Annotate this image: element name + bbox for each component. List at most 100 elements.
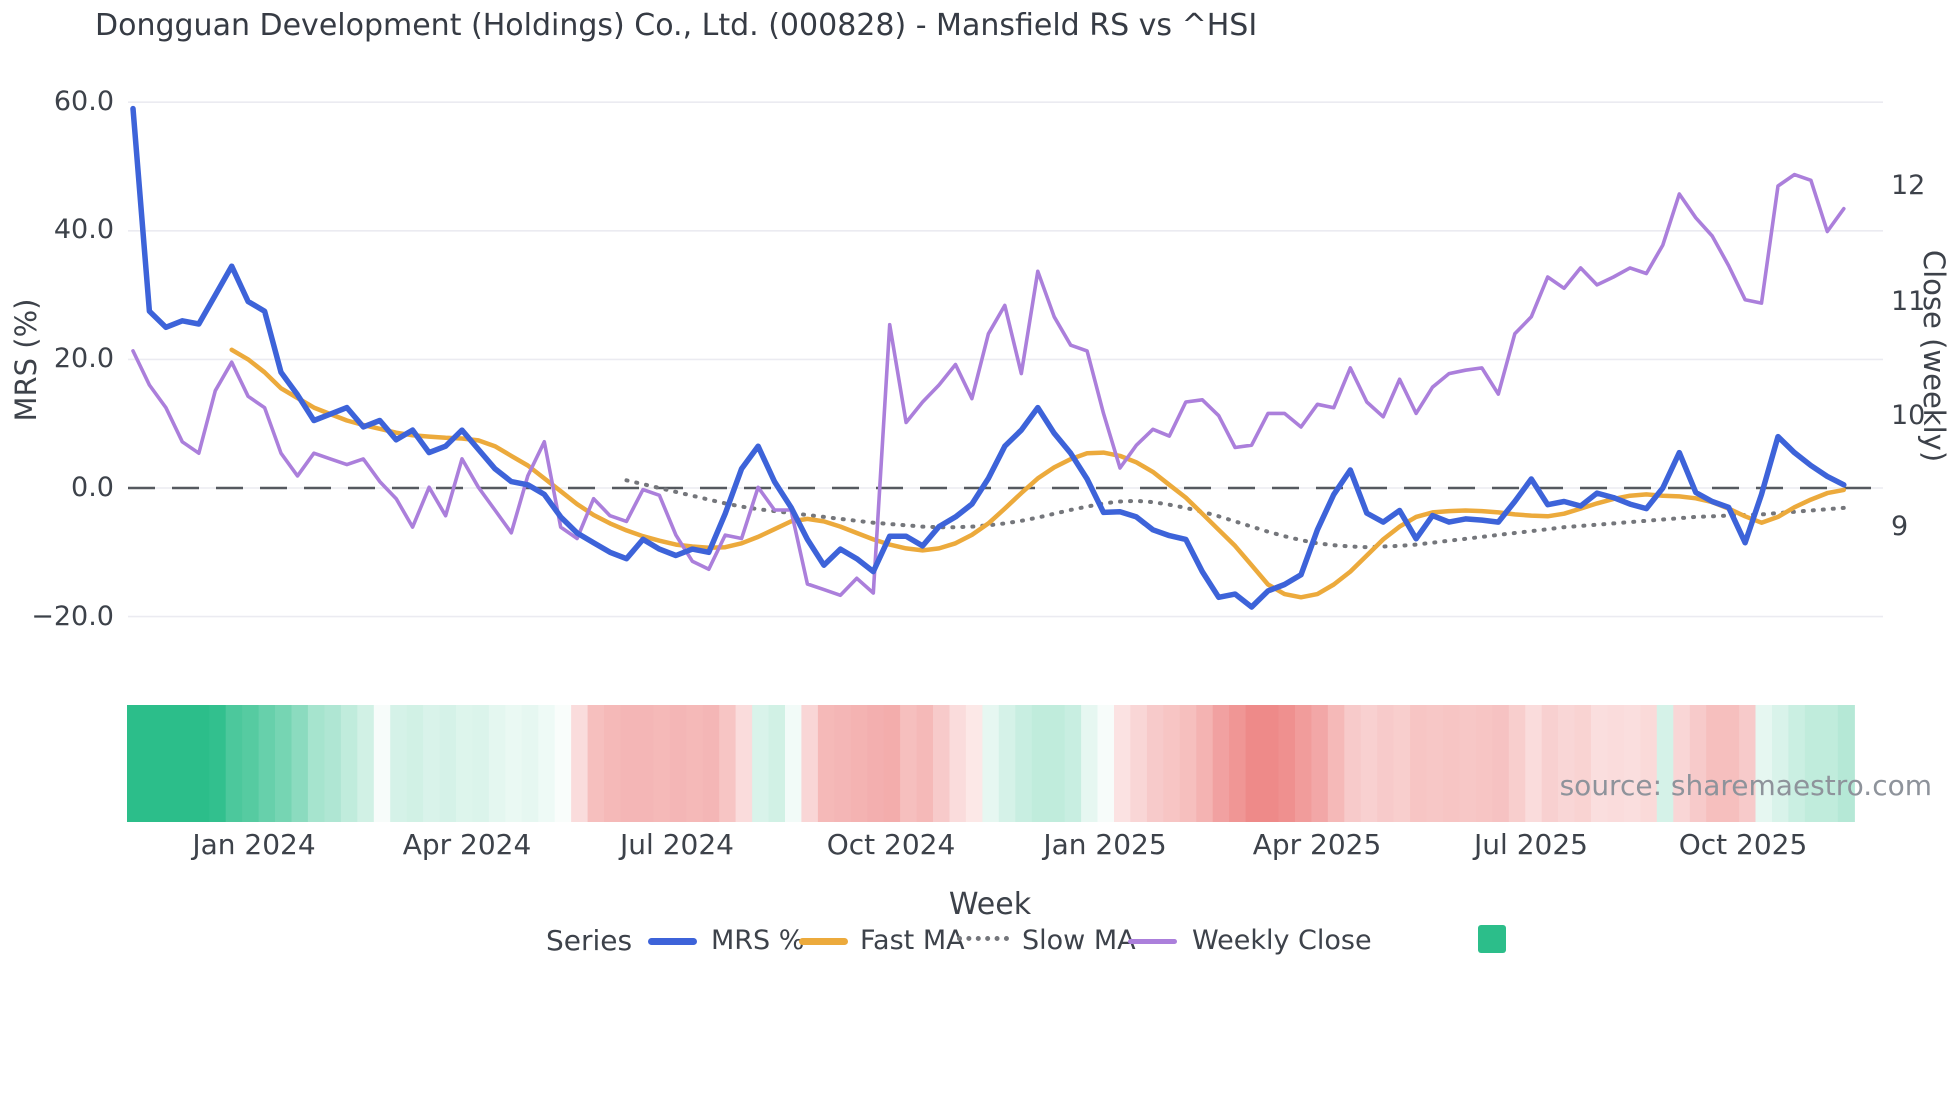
heatmap-cell (1837, 705, 1855, 822)
heatmap-cell (373, 705, 391, 822)
heatmap-cell (554, 705, 572, 822)
x-tick-jan-2024: Jan 2024 (192, 828, 316, 861)
left-tick-neg20: −20.0 (31, 601, 114, 632)
heatmap-cell (456, 705, 474, 822)
heatmap-cell (258, 705, 276, 822)
heatmap-cell (719, 705, 737, 822)
heatmap-cell (1689, 705, 1707, 822)
heatmap-cell (275, 705, 293, 822)
heatmap-cell (1410, 705, 1428, 822)
heatmap-cell (1048, 705, 1066, 822)
legend-title: Series (546, 924, 633, 957)
legend-swatch-weekly-close-line (1128, 939, 1177, 944)
heatmap-cell (949, 705, 967, 822)
heatmap-cell (653, 705, 671, 822)
heatmap-cell (1015, 705, 1033, 822)
right-tick-11: 11 (1891, 286, 1926, 317)
left-tick-60: 60.0 (53, 86, 114, 117)
heatmap-cell (423, 705, 441, 822)
heatmap-cell (1327, 705, 1345, 822)
heatmap-cell (916, 705, 934, 822)
left-axis-title: MRS (%) (9, 298, 43, 422)
right-tick-10: 10 (1891, 400, 1926, 431)
heatmap-cell (587, 705, 605, 822)
heatmap-cell (1475, 705, 1493, 822)
x-tick-apr-2025: Apr 2025 (1252, 828, 1382, 861)
heatmap-cell (1525, 705, 1543, 822)
heatmap-cell (1591, 705, 1609, 822)
heatmap-cell (1755, 705, 1773, 822)
heatmap-cell (472, 705, 490, 822)
heatmap-cell (1788, 705, 1806, 822)
heatmap-cell (1278, 705, 1296, 822)
heatmap-cell (488, 705, 506, 822)
heatmap-cell (752, 705, 770, 822)
heatmap-cell (209, 705, 227, 822)
right-tick-12: 12 (1891, 170, 1926, 201)
source-watermark: source: sharemaestro.com (1559, 769, 1932, 802)
heatmap-cell (965, 705, 983, 822)
right-axis-title: Close (weekly) (1917, 249, 1951, 463)
series-line-weekly-close (131, 172, 1846, 598)
x-tick-oct-2024: Oct 2024 (826, 828, 956, 861)
heatmap-cell (998, 705, 1016, 822)
heatmap-cell (620, 705, 638, 822)
heatmap-cell (867, 705, 885, 822)
heatmap-cell (785, 705, 803, 822)
chart-title: Dongguan Development (Holdings) Co., Ltd… (95, 8, 1258, 43)
heatmap-cell (225, 705, 243, 822)
heatmap-cell (1196, 705, 1214, 822)
series-line-mrs (130, 105, 1847, 610)
heatmap-cell (1772, 705, 1790, 822)
heatmap-cell (883, 705, 901, 822)
heatmap-cell (176, 705, 194, 822)
heatmap-cell (1656, 705, 1674, 822)
x-axis-title: Week (948, 887, 1032, 922)
heatmap-cell (1031, 705, 1049, 822)
heatmap-cell (291, 705, 309, 822)
heatmap-cell (1344, 705, 1362, 822)
heatmap-cell (1179, 705, 1197, 822)
x-tick-jan-2025: Jan 2025 (1043, 828, 1167, 861)
heatmap-cell (1163, 705, 1181, 822)
heatmap-cell (1706, 705, 1724, 822)
heatmap-cell (1640, 705, 1658, 822)
heatmap-cell (1804, 705, 1822, 822)
heatmap-cell (406, 705, 424, 822)
heatmap-cell (669, 705, 687, 822)
legend-swatch-fast-ma-line (799, 938, 848, 945)
heatmap-cell (1212, 705, 1230, 822)
heatmap-cell (505, 705, 523, 822)
heatmap-cell (390, 705, 408, 822)
heatmap-cell (357, 705, 375, 822)
heatmap-cell (1459, 705, 1477, 822)
x-tick-oct-2025: Oct 2025 (1678, 828, 1808, 861)
heatmap-cell (1558, 705, 1576, 822)
heatmap-cell (702, 705, 720, 822)
heatmap-cell (521, 705, 539, 822)
heatmap-cell (1426, 705, 1444, 822)
x-tick-apr-2024: Apr 2024 (402, 828, 532, 861)
heatmap-cell (242, 705, 260, 822)
legend-swatch-mrs-line (648, 938, 697, 945)
x-tick-jul-2024: Jul 2024 (620, 828, 734, 861)
heatmap-cell (538, 705, 556, 822)
left-tick-0: 0.0 (71, 472, 114, 503)
series-line-fast-ma (229, 347, 1847, 600)
heatmap-cell (1739, 705, 1757, 822)
heatmap-cell (1393, 705, 1411, 822)
heatmap-cell (1624, 705, 1642, 822)
heatmap-cell (686, 705, 704, 822)
x-tick-jul-2025: Jul 2025 (1474, 828, 1588, 861)
heatmap-cell (982, 705, 1000, 822)
heatmap-cell (768, 705, 786, 822)
heatmap-cell (1492, 705, 1510, 822)
heatmap-cell (1360, 705, 1378, 822)
heatmap-cell (192, 705, 210, 822)
heatmap-cell (571, 705, 589, 822)
heatmap-cell (1541, 705, 1559, 822)
right-tick-9: 9 (1891, 511, 1909, 542)
heatmap-cell (159, 705, 177, 822)
heatmap-cell (127, 705, 145, 822)
